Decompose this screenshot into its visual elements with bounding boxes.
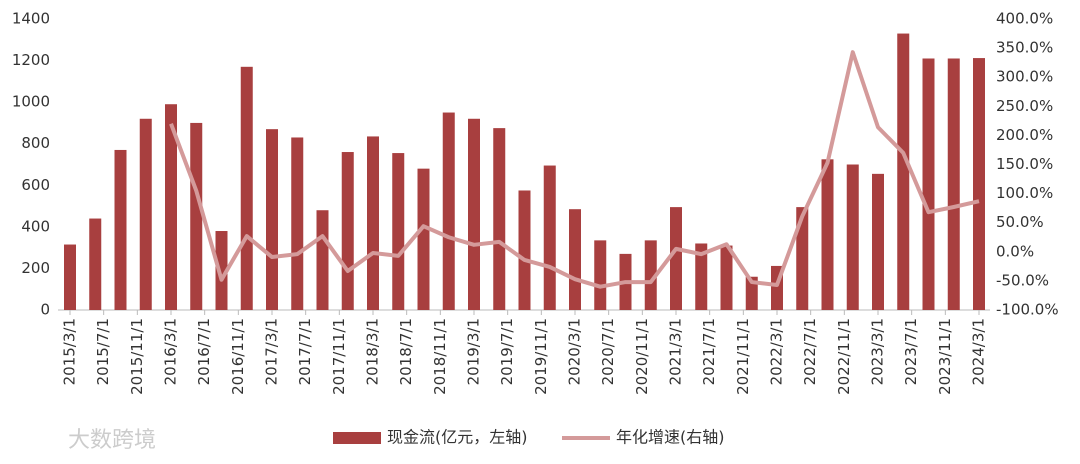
x-tick-label: 2020/3/1 bbox=[566, 318, 584, 385]
bar bbox=[215, 231, 228, 310]
bar bbox=[644, 240, 657, 310]
bar bbox=[973, 58, 985, 310]
y2-tick-label: 200.0% bbox=[996, 126, 1053, 144]
bar bbox=[367, 136, 379, 310]
bar bbox=[872, 173, 884, 310]
bar bbox=[821, 159, 834, 310]
bar bbox=[670, 207, 682, 310]
y2-tick-label: 0.0% bbox=[996, 242, 1034, 260]
legend-label: 现金流(亿元，左轴) bbox=[387, 428, 528, 447]
x-tick-label: 2024/3/1 bbox=[970, 318, 988, 385]
x-tick-label: 2017/7/1 bbox=[296, 318, 314, 385]
x-tick-label: 2023/3/1 bbox=[869, 318, 887, 385]
y2-tick-label: 150.0% bbox=[996, 155, 1053, 173]
x-tick-label: 2022/11/1 bbox=[835, 318, 853, 395]
x-tick-label: 2018/3/1 bbox=[364, 318, 382, 385]
x-tick-label: 2019/3/1 bbox=[465, 318, 483, 385]
x-tick-label: 2021/7/1 bbox=[700, 318, 718, 385]
x-tick-label: 2020/7/1 bbox=[599, 318, 617, 385]
x-tick-label: 2017/11/1 bbox=[330, 318, 348, 395]
y2-tick-label: 400.0% bbox=[996, 10, 1053, 28]
bar bbox=[89, 218, 102, 310]
x-tick-label: 2018/11/1 bbox=[431, 318, 449, 395]
y-tick-label: 800 bbox=[21, 134, 50, 152]
x-tick-label: 2022/7/1 bbox=[801, 318, 819, 385]
bar bbox=[518, 190, 531, 310]
y2-tick-label: 100.0% bbox=[996, 184, 1053, 202]
bar bbox=[139, 118, 152, 311]
x-tick-label: 2021/3/1 bbox=[667, 318, 685, 385]
x-tick-label: 2018/7/1 bbox=[397, 318, 415, 385]
y-tick-label: 1200 bbox=[12, 51, 50, 69]
bar bbox=[291, 137, 304, 310]
y-tick-label: 1400 bbox=[12, 10, 50, 28]
x-tick-label: 2023/11/1 bbox=[936, 318, 954, 395]
x-tick-label: 2019/11/1 bbox=[532, 318, 550, 395]
x-tick-label: 2020/11/1 bbox=[633, 318, 651, 395]
y2-tick-label: 250.0% bbox=[996, 97, 1053, 115]
bar bbox=[442, 112, 455, 311]
line bbox=[169, 50, 980, 289]
bar bbox=[392, 153, 405, 310]
bar bbox=[569, 209, 581, 310]
y-tick-label: 0 bbox=[40, 301, 50, 319]
bar bbox=[468, 118, 480, 311]
bar bbox=[922, 58, 935, 310]
x-tick-label: 2015/11/1 bbox=[128, 318, 146, 395]
bar bbox=[594, 240, 607, 310]
bar bbox=[341, 152, 354, 310]
x-tick-label: 2021/11/1 bbox=[734, 318, 752, 395]
bar bbox=[114, 149, 127, 310]
y-tick-label: 400 bbox=[21, 217, 50, 235]
watermark: 大数跨境 bbox=[68, 428, 156, 453]
bar bbox=[947, 58, 960, 310]
bar bbox=[897, 33, 910, 311]
y2-tick-label: -50.0% bbox=[996, 271, 1049, 289]
bar bbox=[316, 210, 329, 310]
x-tick-label: 2022/3/1 bbox=[768, 318, 786, 385]
bar bbox=[846, 164, 859, 310]
x-tick-label: 2016/11/1 bbox=[229, 318, 247, 395]
legend-label: 年化增速(右轴) bbox=[616, 428, 725, 447]
x-tick-label: 2015/3/1 bbox=[61, 318, 79, 385]
bar bbox=[745, 276, 758, 310]
x-tick-label: 2017/3/1 bbox=[263, 318, 281, 385]
x-tick-label: 2023/7/1 bbox=[902, 318, 920, 385]
y2-tick-label: 350.0% bbox=[996, 39, 1053, 57]
bar bbox=[266, 129, 278, 310]
bar bbox=[240, 66, 253, 310]
bar bbox=[417, 168, 430, 310]
bar bbox=[796, 207, 809, 310]
bar bbox=[64, 244, 76, 310]
x-tick-label: 2016/3/1 bbox=[162, 318, 180, 385]
x-tick-label: 2015/7/1 bbox=[94, 318, 112, 385]
x-tick-label: 2016/7/1 bbox=[195, 318, 213, 385]
bar bbox=[720, 245, 733, 310]
y2-tick-label: 300.0% bbox=[996, 68, 1053, 86]
bar bbox=[190, 122, 203, 310]
bar bbox=[493, 128, 506, 310]
legend-swatch bbox=[333, 432, 381, 444]
y2-tick-label: 50.0% bbox=[996, 213, 1044, 231]
y-tick-label: 1000 bbox=[12, 93, 50, 111]
bar bbox=[695, 243, 708, 310]
y-tick-label: 200 bbox=[21, 259, 50, 277]
bar bbox=[165, 104, 177, 310]
bar bbox=[543, 165, 556, 310]
y2-tick-label: -100.0% bbox=[996, 301, 1059, 319]
y-tick-label: 600 bbox=[21, 176, 50, 194]
x-tick-label: 2019/7/1 bbox=[498, 318, 516, 385]
